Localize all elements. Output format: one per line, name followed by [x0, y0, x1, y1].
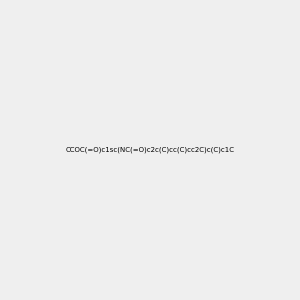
- Text: CCOC(=O)c1sc(NC(=O)c2c(C)cc(C)cc2C)c(C)c1C: CCOC(=O)c1sc(NC(=O)c2c(C)cc(C)cc2C)c(C)c…: [65, 147, 235, 153]
